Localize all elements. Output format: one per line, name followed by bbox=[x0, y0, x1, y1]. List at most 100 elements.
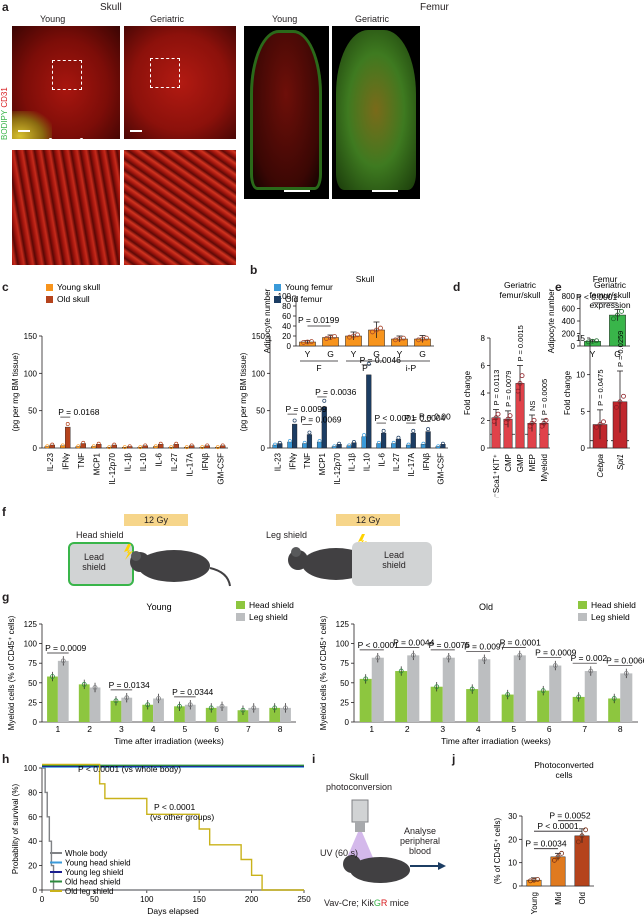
data-point bbox=[107, 445, 112, 450]
bar bbox=[153, 698, 164, 722]
data-point bbox=[220, 443, 225, 448]
y-tick-label: 30 bbox=[508, 812, 517, 821]
bar bbox=[361, 436, 367, 449]
bar bbox=[620, 673, 633, 722]
x-tick-label: 5 bbox=[183, 724, 188, 734]
data-point bbox=[446, 655, 452, 661]
y-tick-label: 60 bbox=[28, 813, 37, 822]
bar bbox=[216, 706, 228, 722]
group-label: P bbox=[362, 363, 368, 372]
data-point bbox=[158, 441, 163, 446]
bar bbox=[80, 443, 86, 449]
chart-title: Geriatric bbox=[594, 280, 627, 290]
x-tick-label: IL-1β bbox=[123, 453, 132, 472]
data-point bbox=[113, 698, 119, 704]
p-value: P < 0.0001 (vs whole body) bbox=[78, 764, 181, 774]
y-axis-label: Myeloid cells (% of CD45⁺ cells) bbox=[319, 615, 328, 730]
bar bbox=[410, 432, 416, 449]
data-point bbox=[491, 418, 497, 424]
scale-bar bbox=[284, 190, 310, 192]
data-point bbox=[45, 444, 50, 449]
x-tick-label: IL-17A bbox=[407, 452, 416, 476]
y-tick-label: 50 bbox=[256, 407, 265, 416]
y-tick-label: 100 bbox=[24, 640, 38, 649]
legend-label: Old head shield bbox=[65, 878, 121, 887]
data-point bbox=[507, 413, 513, 419]
data-point bbox=[426, 427, 431, 432]
data-point bbox=[240, 707, 246, 713]
legend-label: Head shield bbox=[249, 600, 294, 610]
chart-title: Femur bbox=[593, 274, 618, 284]
y-tick-label: 20 bbox=[282, 332, 291, 341]
chart-title: cells bbox=[555, 770, 572, 780]
p-value: P = 0.0134 bbox=[109, 680, 150, 690]
x-tick-label: IFNγ bbox=[288, 453, 297, 470]
panel-i-schematic: Skull photoconversion UV (60 s) Analyse … bbox=[318, 758, 452, 921]
data-point bbox=[401, 335, 406, 341]
x-tick-label: G bbox=[614, 349, 621, 359]
data-point bbox=[138, 445, 143, 450]
y-tick-label: 10 bbox=[508, 859, 517, 868]
data-point bbox=[535, 877, 540, 882]
bar bbox=[110, 700, 122, 722]
x-tick-label: 0 bbox=[40, 895, 45, 904]
skull-young-label: Young bbox=[40, 14, 66, 24]
y-tick-label: 8 bbox=[481, 334, 486, 343]
y-tick-label: 2 bbox=[481, 417, 486, 426]
survival-line bbox=[42, 763, 304, 891]
bar bbox=[142, 704, 154, 722]
data-point bbox=[421, 441, 426, 446]
chart-title: Old bbox=[479, 602, 493, 612]
x-tick-label: IFNβ bbox=[201, 453, 210, 471]
data-point bbox=[406, 442, 411, 447]
femur-young-label: Young bbox=[272, 14, 298, 24]
bar bbox=[280, 707, 291, 722]
x-tick-label: IL-23 bbox=[46, 452, 55, 471]
x-tick-label: Old bbox=[578, 892, 587, 904]
x-tick-label: IFNγ bbox=[61, 453, 70, 470]
panel-letter-c: c bbox=[2, 280, 9, 294]
y-tick-label: 5 bbox=[581, 407, 586, 416]
y-tick-label: 100 bbox=[278, 292, 292, 301]
x-axis-label: Days elapsed bbox=[147, 906, 199, 916]
x-tick-label: Y bbox=[305, 349, 311, 359]
chart-c-femur: 0 50 100 150 (pg per mg BM tissue) Young femu… bbox=[239, 282, 451, 485]
femur-geriatric-label: Geriatric bbox=[355, 14, 390, 24]
bar bbox=[277, 443, 283, 449]
y-tick-label: 100 bbox=[336, 640, 350, 649]
data-point bbox=[355, 332, 360, 338]
p-value: P = 0.0046 bbox=[360, 355, 401, 365]
x-tick-label: Mid bbox=[554, 892, 563, 905]
data-point bbox=[112, 442, 117, 447]
lead-shield-leg: Lead shield bbox=[352, 542, 432, 586]
zoom-lines bbox=[11, 138, 121, 150]
data-point bbox=[184, 445, 189, 450]
bar bbox=[442, 657, 455, 722]
y-tick-label: 80 bbox=[282, 302, 291, 311]
data-point bbox=[366, 361, 371, 366]
x-tick-label: IFNβ bbox=[422, 453, 431, 471]
data-point bbox=[410, 652, 416, 658]
head-shield-label: Head shield bbox=[76, 530, 124, 540]
data-point bbox=[552, 857, 557, 863]
data-point bbox=[503, 420, 509, 425]
data-point bbox=[283, 705, 288, 711]
survival-line bbox=[42, 767, 304, 891]
legend-label: Young leg shield bbox=[65, 868, 123, 877]
p-value: P = 0.0034 bbox=[525, 839, 566, 849]
y-tick-label: 6 bbox=[481, 362, 486, 371]
x-tick-label: 4 bbox=[151, 724, 156, 734]
data-point bbox=[208, 705, 214, 711]
x-tick-label: 6 bbox=[547, 724, 552, 734]
data-point bbox=[332, 444, 337, 449]
photoconversion-title: Skull photoconversion bbox=[325, 772, 393, 792]
y-axis-label: Probability of survival (%) bbox=[11, 784, 20, 875]
x-tick-label: MCP1 bbox=[318, 452, 327, 475]
chart-title: Geriatric bbox=[504, 280, 537, 290]
y-tick-label: 75 bbox=[28, 659, 37, 668]
data-point bbox=[219, 703, 225, 709]
y-axis-label: (pg per mg BM tissue) bbox=[11, 352, 20, 431]
data-point bbox=[370, 329, 375, 335]
